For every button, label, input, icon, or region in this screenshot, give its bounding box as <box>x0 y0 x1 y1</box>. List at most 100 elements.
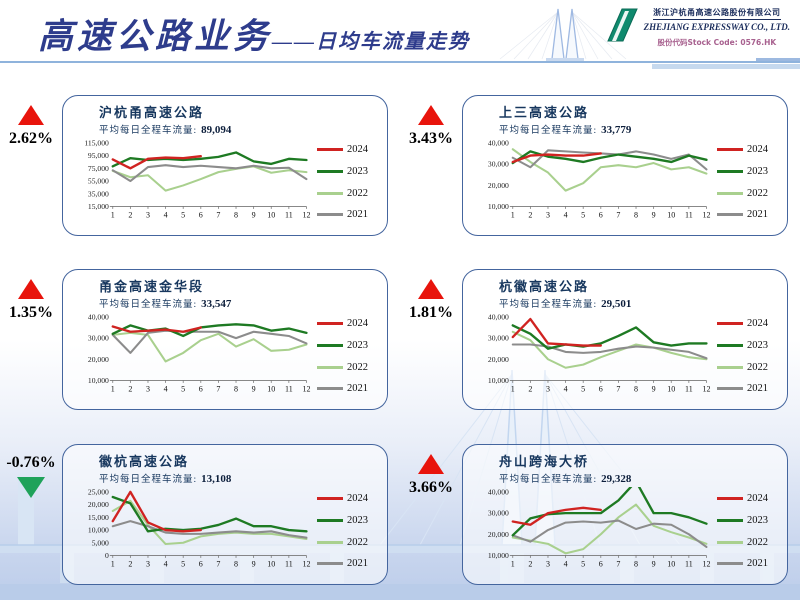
change-indicator: 3.43% <box>400 95 462 148</box>
legend-item-2022: 2022 <box>317 188 368 199</box>
chart-title: 甬金高速金华段 <box>99 279 205 294</box>
change-indicator: 1.35% <box>0 269 62 322</box>
chart-cell: 3.43% 上三高速公路 平均每日全程车流量: 33,779 10,000 20,0… <box>400 95 788 240</box>
stock-code: 股份代码Stock Code: 0576.HK <box>657 38 777 47</box>
header-rule-accent-2 <box>756 58 800 61</box>
series-2021-line <box>111 164 308 183</box>
legend-label: 2021 <box>747 383 768 395</box>
chart-cell: 2.62% 沪杭甬高速公路 平均每日全程车流量: 89,094 15,000 35,… <box>0 95 388 240</box>
series-2021-line <box>111 330 308 355</box>
chart-metric: 平均每日全程车流量: 29,328 <box>499 473 787 486</box>
svg-text:8: 8 <box>634 560 638 569</box>
svg-text:6: 6 <box>199 385 203 394</box>
svg-text:6: 6 <box>199 560 203 569</box>
legend-label: 2024 <box>747 493 768 505</box>
metric-label: 平均每日全程车流量: <box>99 475 198 485</box>
change-indicator: 1.81% <box>400 269 462 322</box>
series-2024-line <box>111 155 202 170</box>
svg-text:30,000: 30,000 <box>88 334 109 343</box>
chart-panel: 甬金高速金华段 平均每日全程车流量: 33,547 10,000 20,000 30,… <box>62 269 388 410</box>
legend-swatch-2024 <box>717 148 743 152</box>
svg-text:2: 2 <box>128 385 132 394</box>
change-indicator: 3.66% <box>400 444 462 497</box>
chart-cell: 3.66% 舟山跨海大桥 平均每日全程车流量: 29,328 10,000 20,0… <box>400 444 788 589</box>
chart-cell: 1.81% 杭徽高速公路 平均每日全程车流量: 29,501 10,000 20,0… <box>400 269 788 414</box>
svg-text:9: 9 <box>652 211 656 220</box>
svg-text:3: 3 <box>146 211 150 220</box>
svg-text:4: 4 <box>164 211 168 220</box>
svg-text:5: 5 <box>581 560 585 569</box>
metric-label: 平均每日全程车流量: <box>499 300 598 310</box>
svg-text:6: 6 <box>599 385 603 394</box>
legend-swatch-2021 <box>317 562 343 566</box>
series-2022-line <box>111 165 308 193</box>
svg-text:11: 11 <box>285 385 293 394</box>
svg-text:3: 3 <box>546 211 550 220</box>
svg-text:7: 7 <box>216 385 220 394</box>
series-2021-line <box>511 149 708 171</box>
svg-text:10: 10 <box>267 211 275 220</box>
svg-text:1: 1 <box>511 211 515 220</box>
legend-label: 2021 <box>747 209 768 221</box>
legend-label: 2023 <box>747 340 768 352</box>
legend-label: 2022 <box>347 361 368 373</box>
legend-item-2024: 2024 <box>317 318 368 329</box>
legend-swatch-2024 <box>717 497 743 501</box>
legend-item-2024: 2024 <box>717 144 768 155</box>
legend-swatch-2023 <box>717 170 743 174</box>
svg-text:1: 1 <box>511 385 515 394</box>
svg-text:3: 3 <box>546 560 550 569</box>
series-2021-line <box>511 519 708 549</box>
legend-item-2021: 2021 <box>317 383 368 394</box>
legend-label: 2021 <box>347 209 368 221</box>
series-2023-line <box>111 151 308 168</box>
svg-text:10: 10 <box>267 560 275 569</box>
chart-cell: 1.35% 甬金高速金华段 平均每日全程车流量: 33,547 10,000 20,… <box>0 269 388 414</box>
series-2024-line <box>111 491 202 533</box>
svg-text:2: 2 <box>528 211 532 220</box>
legend-item-2021: 2021 <box>717 209 768 220</box>
series-2022-line <box>111 332 308 363</box>
svg-text:12: 12 <box>302 211 310 220</box>
svg-text:25,000: 25,000 <box>88 488 109 497</box>
svg-text:15,000: 15,000 <box>88 513 109 522</box>
header-rule <box>0 61 800 63</box>
change-direction-icon <box>17 477 45 498</box>
svg-text:20,000: 20,000 <box>488 355 509 364</box>
svg-text:10: 10 <box>267 385 275 394</box>
legend-swatch-2023 <box>717 519 743 523</box>
svg-text:3: 3 <box>146 560 150 569</box>
page-title-main: 高速公路业务 <box>38 17 273 56</box>
chart-title: 沪杭甬高速公路 <box>99 105 205 120</box>
chart-title: 徽杭高速公路 <box>99 454 190 469</box>
series-2024-line <box>511 318 602 348</box>
metric-value: 33,547 <box>201 298 232 310</box>
svg-text:7: 7 <box>216 560 220 569</box>
svg-text:4: 4 <box>564 211 568 220</box>
chart-metric: 平均每日全程车流量: 29,501 <box>499 298 787 311</box>
svg-text:9: 9 <box>252 560 256 569</box>
svg-text:30,000: 30,000 <box>488 160 509 169</box>
legend-item-2022: 2022 <box>717 537 768 548</box>
legend-label: 2024 <box>747 318 768 330</box>
series-2022-line <box>511 148 708 193</box>
svg-text:1: 1 <box>111 560 115 569</box>
change-percent: -0.76% <box>6 454 56 471</box>
legend-swatch-2021 <box>717 213 743 217</box>
legend-label: 2021 <box>347 558 368 570</box>
change-indicator: -0.76% <box>0 444 62 498</box>
svg-text:1: 1 <box>111 385 115 394</box>
svg-text:12: 12 <box>702 560 710 569</box>
legend-item-2021: 2021 <box>717 558 768 569</box>
svg-text:7: 7 <box>616 211 620 220</box>
metric-value: 29,501 <box>601 298 632 310</box>
legend-label: 2022 <box>747 536 768 548</box>
chart-panel: 杭徽高速公路 平均每日全程车流量: 29,501 10,000 20,000 30,0… <box>462 269 788 410</box>
series-2024-line <box>111 325 202 334</box>
legend-item-2022: 2022 <box>317 537 368 548</box>
svg-text:2: 2 <box>528 385 532 394</box>
svg-text:4: 4 <box>564 385 568 394</box>
svg-text:2: 2 <box>528 560 532 569</box>
